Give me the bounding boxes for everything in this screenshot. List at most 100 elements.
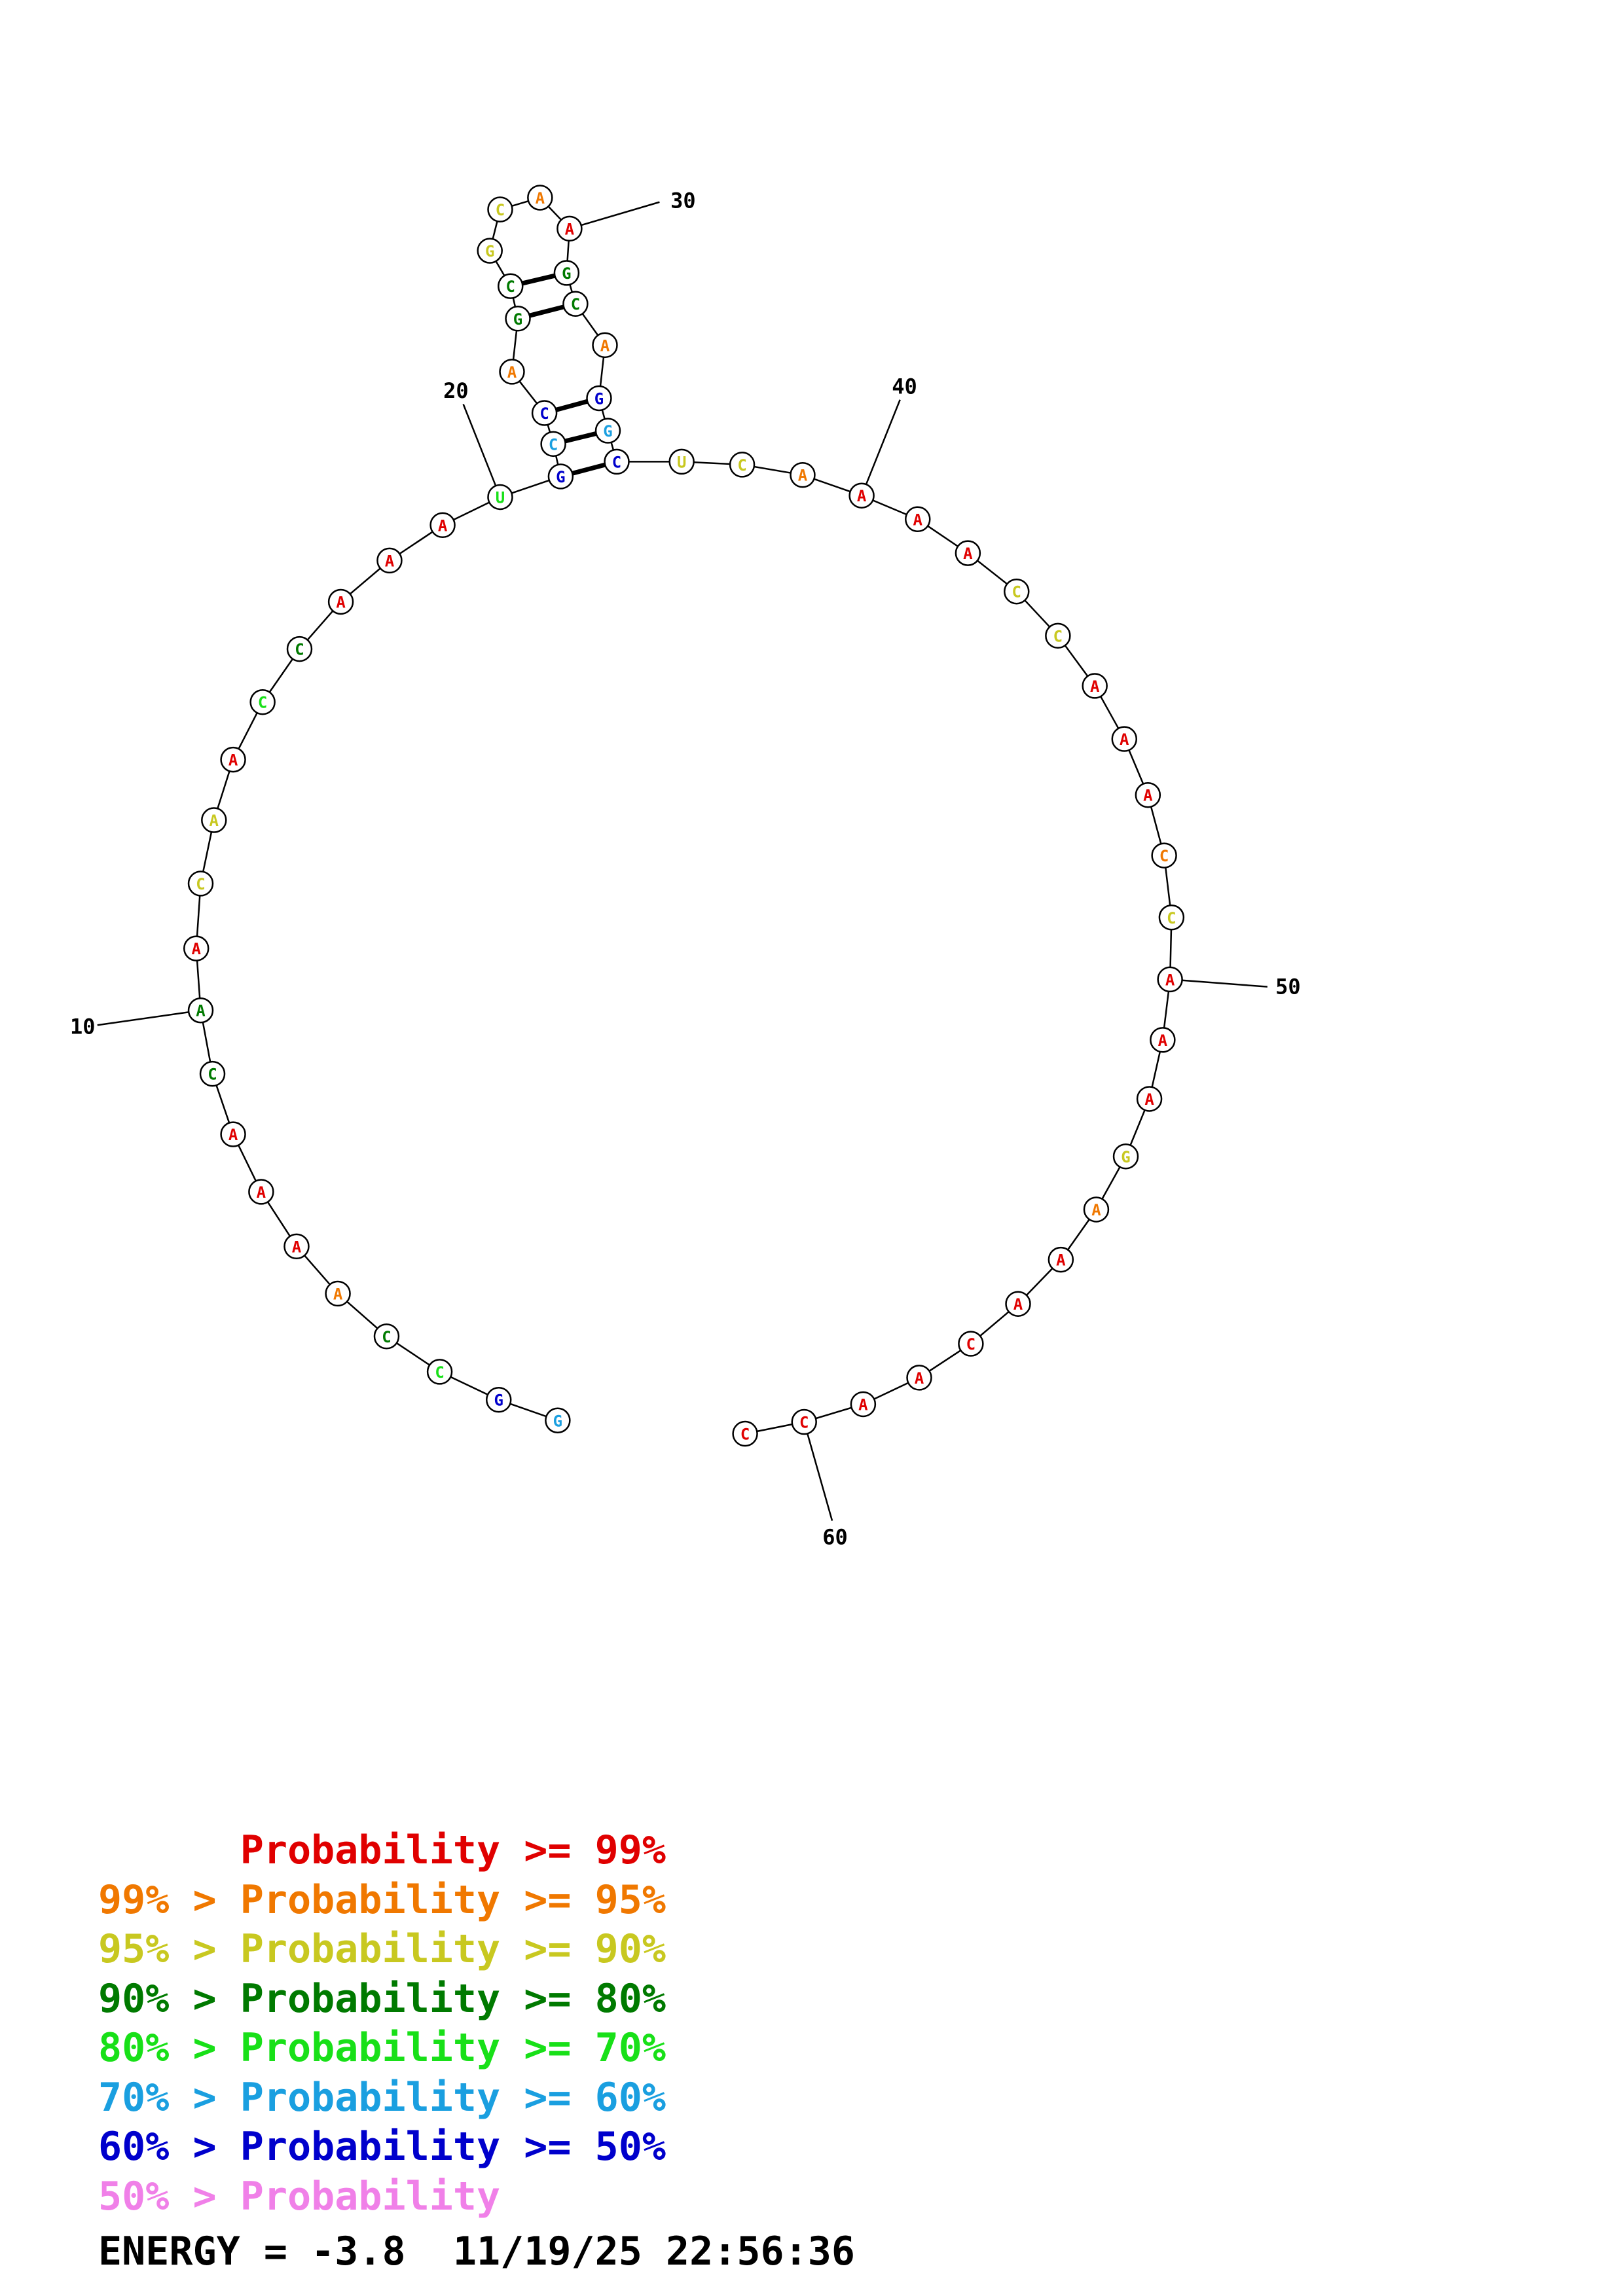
nucleotide-circle [556, 215, 583, 242]
legend-threshold: >= 80% [500, 1975, 666, 2022]
nucleotide-base-letter: C [539, 404, 549, 423]
nucleotide-48: C [1151, 842, 1177, 869]
legend-row: 60% > Probability >= 50% [98, 2123, 666, 2172]
nucleotide-5: A [325, 1280, 351, 1307]
nucleotide-circle [547, 463, 574, 490]
nucleotide-base-letter: A [536, 189, 545, 207]
legend-prefix: 90% > [98, 1975, 240, 2022]
position-label-30: 30 [670, 188, 696, 213]
nucleotide-circle [604, 448, 630, 475]
nucleotide-4: C [373, 1323, 400, 1350]
base-pair-line [572, 462, 606, 476]
nucleotide-circle [1112, 1143, 1139, 1170]
nucleotide-circle [249, 689, 276, 715]
nucleotide-10: A [187, 997, 214, 1024]
nucleotide-base-letter: C [737, 456, 746, 475]
legend-label: Probability [240, 1827, 501, 1873]
nucleotide-base-letter: A [1165, 971, 1175, 989]
nucleotide-51: A [1150, 1027, 1176, 1053]
nucleotide-22: C [540, 431, 566, 457]
nucleotide-circle [1048, 1246, 1074, 1273]
nucleotide-circle [477, 238, 503, 264]
nucleotide-26: C [498, 273, 524, 299]
legend-label: Probability [240, 1876, 501, 1923]
nucleotide-base-letter: G [553, 1412, 562, 1430]
nucleotide-base-letter: G [494, 1391, 503, 1410]
legend-row: 95% > Probability >= 90% [98, 1925, 666, 1975]
nucleotide-base-letter: A [600, 336, 610, 355]
nucleotide-base-letter: G [485, 242, 494, 260]
nucleotide-base-letter: A [1144, 1090, 1154, 1109]
legend-threshold: >= 90% [500, 1926, 666, 1972]
nucleotide-base-letter: C [208, 1066, 217, 1084]
legend-prefix: 99% > [98, 1876, 240, 1923]
base-pair-line [564, 431, 597, 444]
nucleotide-32: C [562, 291, 589, 317]
nucleotide-base-letter: C [258, 694, 267, 712]
nucleotide-20: U [487, 484, 513, 511]
nucleotide-base-letter: A [438, 516, 448, 535]
legend-prefix: 60% > [98, 2124, 240, 2170]
nucleotide-base-letter: C [799, 1414, 809, 1432]
nucleotide-base-letter: A [1090, 677, 1100, 696]
nucleotide-49: C [1158, 905, 1185, 931]
nucleotide-2: G [485, 1386, 512, 1413]
nucleotide-13: A [201, 807, 227, 833]
nucleotide-50: A [1157, 966, 1183, 993]
nucleotide-circle [1083, 1196, 1110, 1223]
nucleotide-base-letter: A [192, 940, 202, 958]
position-label-20: 20 [443, 378, 469, 403]
position-label-40: 40 [892, 374, 917, 399]
base-pair-line [529, 304, 564, 318]
nucleotide-base-letter: C [1167, 909, 1176, 927]
nucleotide-58: A [906, 1365, 932, 1391]
legend-row: 50% > Probability [98, 2172, 666, 2222]
nucleotide-base-letter: C [740, 1426, 750, 1444]
legend-prefix: 80% > [98, 2025, 240, 2071]
nucleotide-base-letter: C [612, 453, 621, 471]
nucleotide-circle [325, 1280, 351, 1307]
nucleotide-52: A [1136, 1086, 1163, 1112]
nucleotide-base-letter: C [496, 201, 505, 219]
position-tick-line [803, 1422, 833, 1521]
nucleotide-circle [426, 1359, 453, 1385]
nucleotide-circle [592, 332, 618, 359]
nucleotide-base-letter: C [549, 435, 558, 454]
nucleotide-base-letter: A [507, 363, 517, 382]
position-tick-line [462, 404, 501, 497]
nucleotide-circle [562, 291, 589, 317]
position-tick-line [97, 1009, 201, 1026]
nucleotide-base-letter: G [603, 422, 612, 440]
nucleotide-circle [187, 870, 214, 897]
nucleotide-47: A [1135, 781, 1161, 808]
nucleotide-base-letter: C [966, 1335, 976, 1354]
nucleotide-60: C [791, 1408, 817, 1435]
nucleotide-base-letter: A [1056, 1251, 1066, 1270]
nucleotide-circle [729, 452, 756, 478]
nucleotide-30: A [556, 215, 583, 242]
nucleotide-29: A [527, 185, 553, 211]
nucleotide-circle [286, 636, 313, 662]
nucleotide-44: C [1045, 622, 1071, 649]
legend-threshold: >= 60% [500, 2074, 666, 2121]
nucleotide-circle [1136, 1086, 1163, 1112]
nucleotide-17: A [327, 588, 354, 615]
nucleotide-base-letter: A [565, 220, 575, 238]
nucleotide-circle [527, 185, 553, 211]
nucleotide-27: G [477, 238, 503, 264]
nucleotide-base-letter: U [496, 488, 505, 507]
nucleotide-base-letter: G [1121, 1148, 1130, 1166]
nucleotide-16: C [286, 636, 313, 662]
nucleotide-7: A [248, 1179, 274, 1205]
nucleotide-base-letter: C [1012, 583, 1021, 601]
legend-label: Probability [240, 2074, 501, 2121]
nucleotide-circle [487, 484, 513, 511]
nucleotide-circle [248, 1179, 274, 1205]
nucleotide-25: G [505, 306, 531, 332]
nucleotide-circle [531, 400, 558, 426]
nucleotide-circle [505, 306, 531, 332]
nucleotide-base-letter: C [1053, 627, 1063, 645]
nucleotide-37: U [668, 448, 695, 475]
nucleotide-circle [199, 1060, 226, 1087]
